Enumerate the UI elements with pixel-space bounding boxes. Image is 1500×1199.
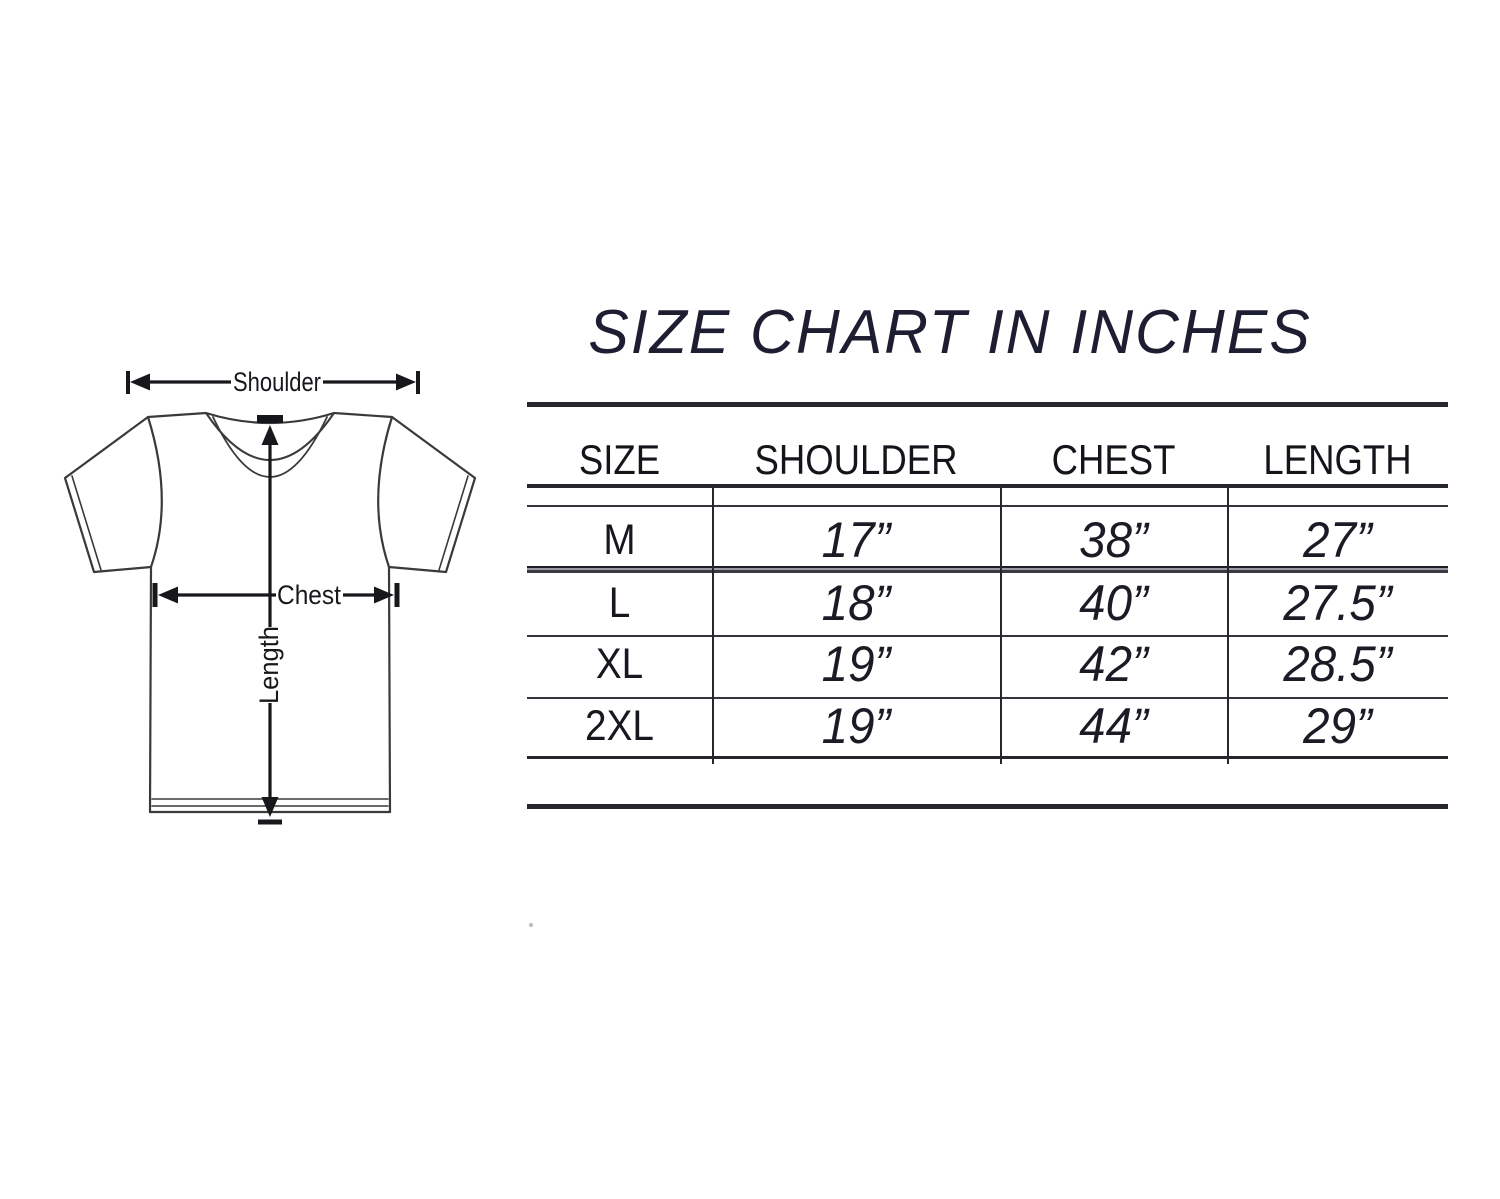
value-cell: 19” — [821, 698, 891, 754]
chest-arrowhead-right — [374, 586, 394, 604]
value-cell: 17” — [821, 512, 891, 568]
header-bottom-rule — [527, 484, 1448, 488]
shoulder-arrowhead-left — [130, 373, 150, 391]
chest-dimension: Chest — [152, 580, 400, 610]
col-header-shoulder: SHOULDER — [754, 436, 958, 483]
size-cell: M — [603, 516, 636, 564]
value-cell: 19” — [821, 636, 891, 692]
value-cell: 40” — [1079, 575, 1148, 631]
right-armhole-seam — [377, 415, 394, 569]
length-dimension: Length — [254, 425, 284, 825]
size-cell: XL — [595, 640, 644, 688]
shoulder-dimension: Shoulder — [126, 367, 420, 397]
row-rule-2 — [527, 635, 1448, 637]
collar-tab — [257, 415, 283, 423]
value-cell: 38” — [1079, 512, 1148, 568]
column-divider-2 — [1000, 484, 1002, 764]
row-rule-3 — [527, 697, 1448, 699]
value-cell: 28.5” — [1283, 636, 1392, 692]
row-rule-double — [527, 566, 1448, 573]
column-divider-1 — [712, 484, 714, 764]
value-cell: 18” — [821, 575, 891, 631]
size-cell: 2XL — [585, 702, 654, 750]
scan-speck — [529, 923, 533, 927]
chest-arrowhead-left — [158, 586, 178, 604]
table-top-rule — [527, 402, 1448, 407]
value-cell: 29” — [1303, 698, 1372, 754]
shoulder-label: Shoulder — [233, 367, 321, 397]
length-arrowhead-up — [261, 425, 279, 445]
value-cell: 42” — [1079, 636, 1148, 692]
left-cuff-line — [71, 475, 102, 571]
page-title: SIZE CHART IN INCHES — [588, 298, 1312, 367]
table-bottom-rule — [527, 804, 1448, 809]
value-cell: 27.5” — [1283, 575, 1392, 631]
col-header-length: LENGTH — [1263, 436, 1412, 483]
left-armhole-seam — [146, 415, 163, 569]
value-cell: 27” — [1303, 512, 1372, 568]
length-label: Length — [254, 626, 284, 704]
right-cuff-line — [438, 475, 469, 571]
column-divider-3 — [1227, 484, 1229, 764]
size-cell: L — [608, 579, 631, 627]
table-body-end-rule — [527, 756, 1448, 759]
length-arrowhead-down — [261, 797, 279, 817]
value-cell: 44” — [1079, 698, 1148, 754]
col-header-chest: CHEST — [1051, 436, 1176, 483]
row-rule-1 — [527, 505, 1448, 507]
shoulder-arrowhead-right — [396, 373, 416, 391]
col-header-size: SIZE — [578, 436, 661, 483]
chest-label: Chest — [277, 580, 341, 610]
